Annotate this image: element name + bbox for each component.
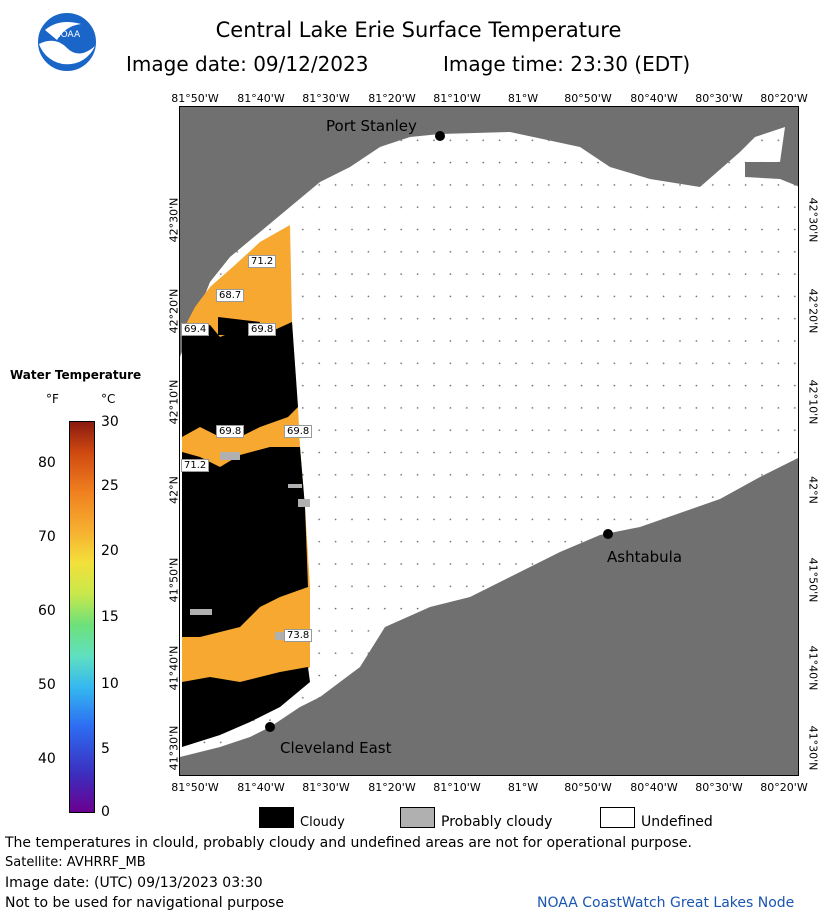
lon-tick: 81°10'W xyxy=(433,781,481,794)
cloudy-label: Cloudy xyxy=(300,815,345,830)
nav-warning-text: Not to be used for navigational purpose xyxy=(5,895,284,911)
f-tick: 60 xyxy=(38,603,56,619)
lon-tick: 81°50'W xyxy=(171,92,219,105)
lon-tick: 80°50'W xyxy=(564,92,612,105)
cleveland-marker xyxy=(265,722,275,732)
utc-date-text: Image date: (UTC) 09/13/2023 03:30 xyxy=(5,875,263,891)
lon-tick: 81°20'W xyxy=(368,92,416,105)
temperature-map: 71.2 68.7 69.4 69.8 69.8 69.8 71.2 73.8 … xyxy=(179,106,799,776)
page-title: Central Lake Erie Surface Temperature xyxy=(215,18,622,42)
legend-title: Water Temperature xyxy=(10,368,142,382)
unit-celsius: °C xyxy=(101,392,116,406)
lat-tick: 42°20'N xyxy=(806,288,820,334)
place-port-stanley: Port Stanley xyxy=(326,117,417,135)
cloud-area xyxy=(182,322,298,437)
lon-tick: 80°50'W xyxy=(564,781,612,794)
c-tick: 5 xyxy=(101,741,110,757)
temperature-colorbar xyxy=(69,421,95,813)
satellite-text: Satellite: AVHRRF_MB xyxy=(5,855,146,870)
image-time: Image time: 23:30 (EDT) xyxy=(443,52,691,76)
c-tick: 25 xyxy=(101,478,119,494)
temp-label: 68.7 xyxy=(216,289,245,302)
temp-label: 69.8 xyxy=(216,425,245,438)
c-tick: 15 xyxy=(101,609,119,625)
lat-tick: 41°40'N xyxy=(806,645,820,691)
lon-tick: 81°40'W xyxy=(237,781,285,794)
temp-label: 71.2 xyxy=(181,459,210,472)
place-cleveland-east: Cleveland East xyxy=(280,739,392,757)
lon-tick: 80°30'W xyxy=(695,781,743,794)
cloud-area xyxy=(182,532,240,562)
temp-label: 69.8 xyxy=(248,323,277,336)
probably-cloudy-area xyxy=(298,499,310,507)
lat-tick: 42°N xyxy=(806,476,820,504)
lat-tick: 41°30'N xyxy=(806,725,820,771)
cloud-area xyxy=(182,667,310,747)
map-canvas xyxy=(180,107,798,775)
lon-tick: 81°20'W xyxy=(368,781,416,794)
f-tick: 80 xyxy=(38,455,56,471)
lon-tick: 81°W xyxy=(507,92,539,105)
lon-tick: 81°30'W xyxy=(302,92,350,105)
undefined-label: Undefined xyxy=(641,814,713,830)
lat-tick: 42°30'N xyxy=(806,197,820,243)
svg-text:NOAA: NOAA xyxy=(54,30,81,40)
lat-tick: 42°10'N xyxy=(806,379,820,425)
temp-label: 69.8 xyxy=(284,425,313,438)
lon-tick: 80°30'W xyxy=(695,92,743,105)
probably-cloudy-area xyxy=(220,452,240,460)
lon-tick: 80°20'W xyxy=(760,92,808,105)
cloudy-swatch xyxy=(259,807,294,828)
lon-tick: 81°30'W xyxy=(302,781,350,794)
probably-cloudy-area xyxy=(190,609,212,615)
unit-fahrenheit: °F xyxy=(46,392,59,406)
port-stanley-marker xyxy=(435,131,445,141)
lon-tick: 81°W xyxy=(507,781,539,794)
f-tick: 50 xyxy=(38,677,56,693)
probably-cloudy-label: Probably cloudy xyxy=(441,814,553,830)
credit-text: NOAA CoastWatch Great Lakes Node xyxy=(537,895,795,911)
lon-tick: 80°40'W xyxy=(630,92,678,105)
place-ashtabula: Ashtabula xyxy=(607,548,683,566)
temp-label: 73.8 xyxy=(284,629,313,642)
c-tick: 30 xyxy=(101,414,119,430)
lon-tick: 80°20'W xyxy=(760,781,808,794)
c-tick: 0 xyxy=(101,804,110,820)
land-south xyxy=(180,458,798,775)
f-tick: 70 xyxy=(38,529,56,545)
land-north xyxy=(180,107,798,357)
lon-tick: 80°40'W xyxy=(630,781,678,794)
c-tick: 10 xyxy=(101,676,119,692)
ashtabula-marker xyxy=(603,529,613,539)
lon-tick: 81°40'W xyxy=(237,92,285,105)
lat-tick: 41°50'N xyxy=(806,557,820,603)
cloud-area xyxy=(182,447,308,637)
lon-tick: 81°10'W xyxy=(433,92,481,105)
disclaimer-text: The temperatures in clould, probably clo… xyxy=(5,835,692,851)
lon-tick: 81°50'W xyxy=(171,781,219,794)
temp-label: 71.2 xyxy=(248,255,277,268)
probably-cloudy-swatch xyxy=(400,807,435,828)
probably-cloudy-area xyxy=(288,484,302,488)
image-date: Image date: 09/12/2023 xyxy=(126,52,369,76)
noaa-logo: NOAA xyxy=(36,11,98,73)
temp-label: 69.4 xyxy=(181,323,210,336)
c-tick: 20 xyxy=(101,543,119,559)
f-tick: 40 xyxy=(38,751,56,767)
undefined-swatch xyxy=(600,807,635,828)
